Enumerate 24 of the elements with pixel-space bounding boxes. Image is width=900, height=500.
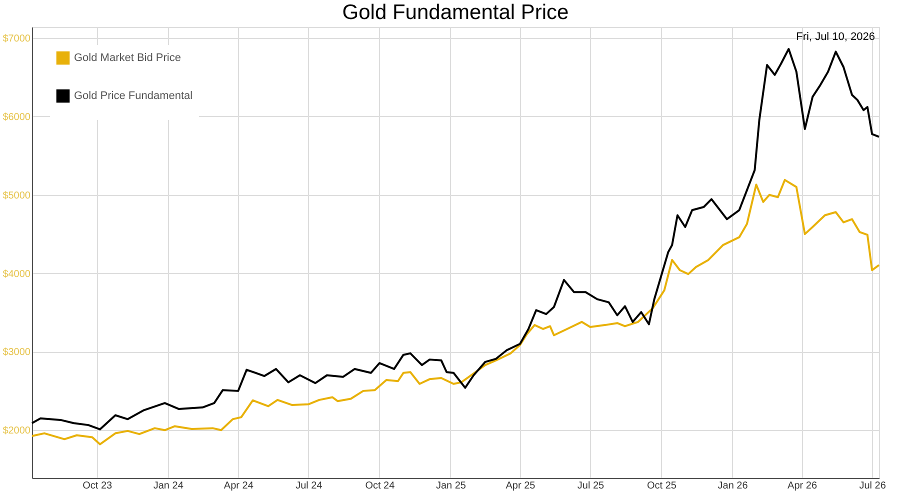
y-tick-label: $3000 [2,347,31,358]
chart-title: Gold Fundamental Price [342,1,569,24]
x-tick-label: Jan 24 [153,480,184,492]
x-tick-label: Jul 25 [577,480,605,492]
line-series [31,48,880,430]
x-tick-label: Apr 26 [788,480,818,492]
y-tick-label: $5000 [2,190,31,202]
y-tick-label: $7000 [2,33,31,44]
line-series [31,178,880,446]
x-tick-label: Oct 25 [647,480,677,492]
annotation: Fri, Jul 10, 2026 [796,31,875,43]
x-tick-label: Apr 25 [506,480,536,492]
x-tick-label: Oct 24 [365,480,396,492]
x-tick-label: Jul 26 [859,480,886,492]
x-tick-label: Oct 23 [82,480,113,492]
x-tick-label: Jul 24 [296,480,323,492]
legend-label: Gold Market Bid Price [74,52,181,64]
y-tick-label: $2000 [2,426,31,437]
x-tick-label: Apr 24 [224,480,254,492]
legend-label: Gold Price Fundamental [74,90,193,102]
x-tick-label: Jan 25 [436,480,466,492]
y-tick-label: $4000 [2,268,31,280]
x-tick-label: Jan 26 [718,480,748,492]
y-tick-label: $6000 [2,112,31,123]
